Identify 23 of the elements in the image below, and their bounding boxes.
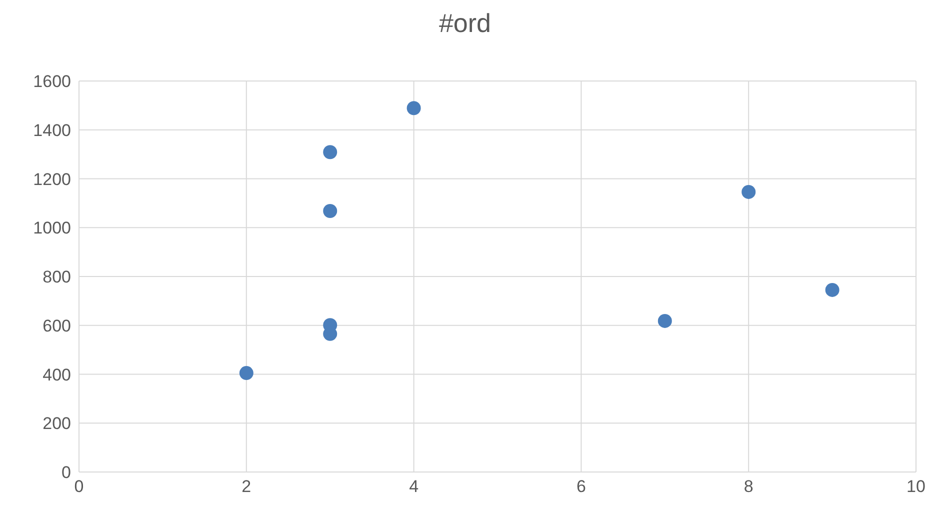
y-tick-label: 400 xyxy=(42,365,71,384)
y-tick-label: 1200 xyxy=(33,170,71,189)
x-tick-label: 2 xyxy=(242,477,252,496)
point xyxy=(323,204,338,218)
y-tick-label: 800 xyxy=(42,268,71,287)
y-tick-label: 200 xyxy=(42,414,71,434)
point xyxy=(658,314,672,328)
x-tick-label: 8 xyxy=(744,477,754,496)
y-tick-label: 0 xyxy=(62,463,71,482)
point xyxy=(406,101,421,116)
x-tick-label: 4 xyxy=(409,477,419,496)
point xyxy=(825,282,840,297)
y-tick-label: 1000 xyxy=(33,218,71,238)
y-tick-label: 1400 xyxy=(33,120,71,140)
x-tick-label: 0 xyxy=(74,477,84,496)
point xyxy=(239,366,254,380)
y-tick-label: 600 xyxy=(42,316,71,336)
point xyxy=(323,145,338,160)
point xyxy=(742,184,756,199)
chart-title: #ord xyxy=(438,8,492,39)
x-tick-label: 6 xyxy=(576,477,586,496)
y-tick-label: 1600 xyxy=(33,72,71,92)
x-tick-label: 10 xyxy=(906,477,926,496)
